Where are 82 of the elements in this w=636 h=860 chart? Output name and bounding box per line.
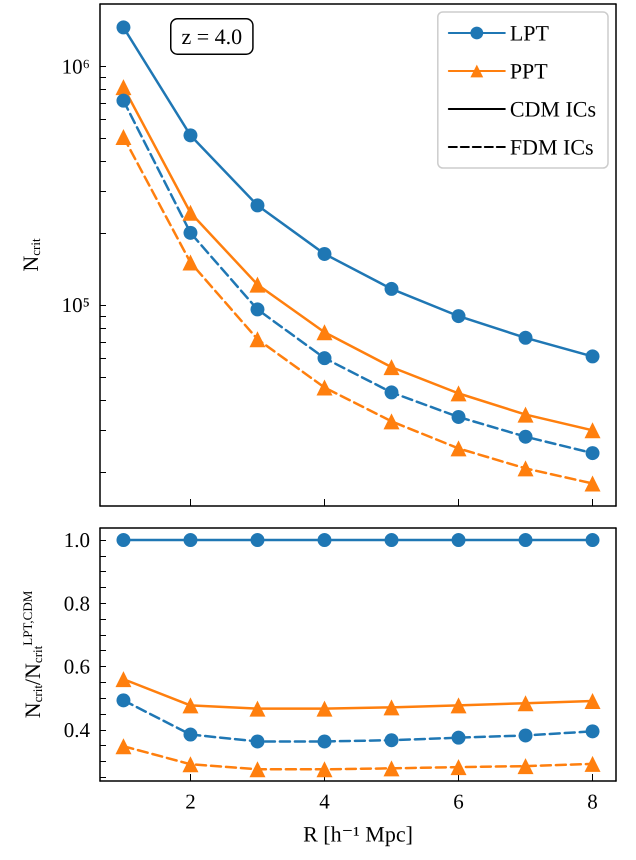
point — [316, 379, 332, 396]
point — [452, 730, 466, 745]
point — [318, 734, 332, 748]
point — [518, 430, 533, 444]
point — [316, 324, 332, 340]
point — [384, 760, 400, 776]
point — [584, 475, 601, 492]
y-tick-label: 10⁵ — [62, 293, 90, 318]
y-axis-title: Ncrit — [18, 238, 43, 272]
point — [249, 276, 266, 293]
point — [450, 759, 467, 776]
point — [183, 128, 198, 142]
point — [586, 533, 600, 548]
x-tick-label: 6 — [453, 790, 464, 814]
x-axis-title: R [h⁻¹ Mpc] — [303, 822, 413, 846]
legend-label: PPT — [510, 58, 548, 84]
point — [249, 331, 266, 348]
point — [452, 410, 466, 424]
y-tick-label: 0.8 — [64, 591, 90, 616]
point — [518, 460, 534, 476]
point — [586, 724, 600, 738]
point — [250, 302, 264, 316]
point — [384, 282, 399, 296]
point — [182, 204, 198, 221]
point — [115, 79, 132, 96]
point — [116, 94, 130, 108]
point — [452, 309, 466, 324]
annotation: z = 4.0 — [182, 24, 242, 49]
point — [384, 699, 400, 716]
point — [316, 700, 332, 717]
y-axis-title: Ncrit/NcritLPT,CDM — [20, 590, 45, 718]
point — [384, 385, 399, 400]
y-tick-label: 0.4 — [64, 718, 90, 742]
point — [182, 254, 198, 270]
point — [182, 697, 198, 714]
y-tick-label: 1.0 — [64, 528, 90, 552]
point — [250, 198, 264, 212]
point — [518, 728, 533, 742]
point — [318, 246, 332, 261]
x-tick-label: 4 — [319, 790, 330, 814]
legend-label: LPT — [510, 20, 550, 46]
point — [116, 533, 130, 548]
legend-label: FDM ICs — [510, 134, 594, 160]
point — [384, 413, 400, 430]
y-tick-label: 10⁶ — [62, 54, 90, 79]
point — [384, 733, 399, 748]
point — [586, 446, 600, 460]
x-tick-label: 2 — [185, 790, 196, 814]
point — [518, 695, 534, 712]
point — [384, 533, 399, 548]
point — [452, 533, 466, 548]
point — [518, 758, 534, 774]
point — [183, 226, 198, 240]
point — [316, 761, 332, 778]
point — [250, 734, 264, 748]
point — [586, 349, 600, 364]
point — [518, 533, 533, 548]
point — [116, 20, 130, 34]
point — [183, 728, 198, 742]
legend-label: CDM ICs — [510, 96, 596, 122]
point — [318, 533, 332, 548]
point — [450, 440, 467, 456]
point — [182, 756, 198, 772]
point — [115, 671, 132, 688]
point — [249, 700, 266, 717]
point — [584, 756, 601, 772]
point — [518, 406, 534, 423]
point — [183, 533, 198, 548]
point — [249, 761, 266, 778]
point — [584, 692, 601, 709]
point — [250, 533, 264, 548]
x-tick-label: 8 — [587, 790, 598, 814]
point — [115, 128, 132, 145]
point — [116, 693, 130, 708]
point — [450, 697, 467, 714]
point — [584, 422, 601, 438]
point — [518, 330, 533, 345]
point — [115, 738, 132, 754]
point — [384, 359, 400, 376]
point — [318, 351, 332, 366]
point — [450, 385, 467, 402]
y-tick-label: 0.6 — [64, 654, 90, 679]
